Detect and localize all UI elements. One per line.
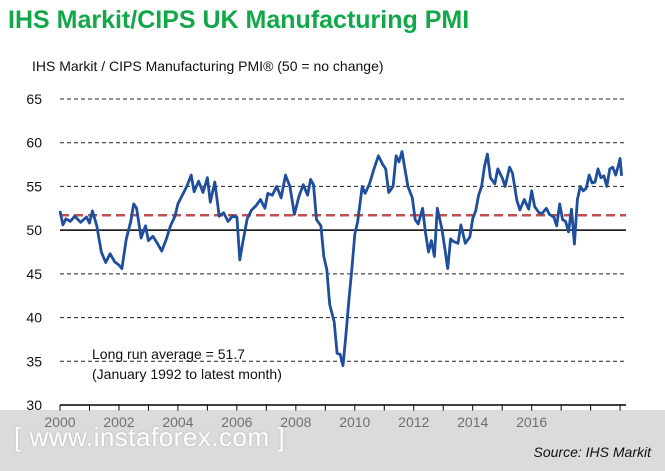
y-tick-label: 40 bbox=[26, 310, 42, 326]
y-tick-label: 65 bbox=[26, 91, 42, 107]
chart-title: IHS Markit/CIPS UK Manufacturing PMI bbox=[8, 6, 470, 34]
y-tick-label: 55 bbox=[26, 178, 42, 194]
series-layer bbox=[58, 150, 623, 368]
y-tick-label: 45 bbox=[26, 266, 42, 282]
watermark-band bbox=[0, 410, 665, 471]
y-tick-label: 35 bbox=[26, 353, 42, 369]
y-tick-label: 30 bbox=[26, 397, 42, 413]
y-tick-label: 50 bbox=[26, 222, 42, 238]
watermark: [ www.instaforex.com ] bbox=[14, 422, 286, 452]
source-note: Source: IHS Markit bbox=[533, 444, 651, 460]
annotation-line-2: (January 1992 to latest month) bbox=[92, 366, 282, 382]
annotation-line-1: Long run average = 51.7 bbox=[92, 346, 245, 362]
y-tick-label: 60 bbox=[26, 135, 42, 151]
reference-lines bbox=[60, 214, 626, 231]
pmi-series-line bbox=[58, 150, 623, 368]
y-axis-ticks: 30 35 40 45 50 55 60 65 bbox=[26, 91, 42, 413]
chart-subtitle: IHS Markit / CIPS Manufacturing PMI® (50… bbox=[32, 58, 384, 74]
